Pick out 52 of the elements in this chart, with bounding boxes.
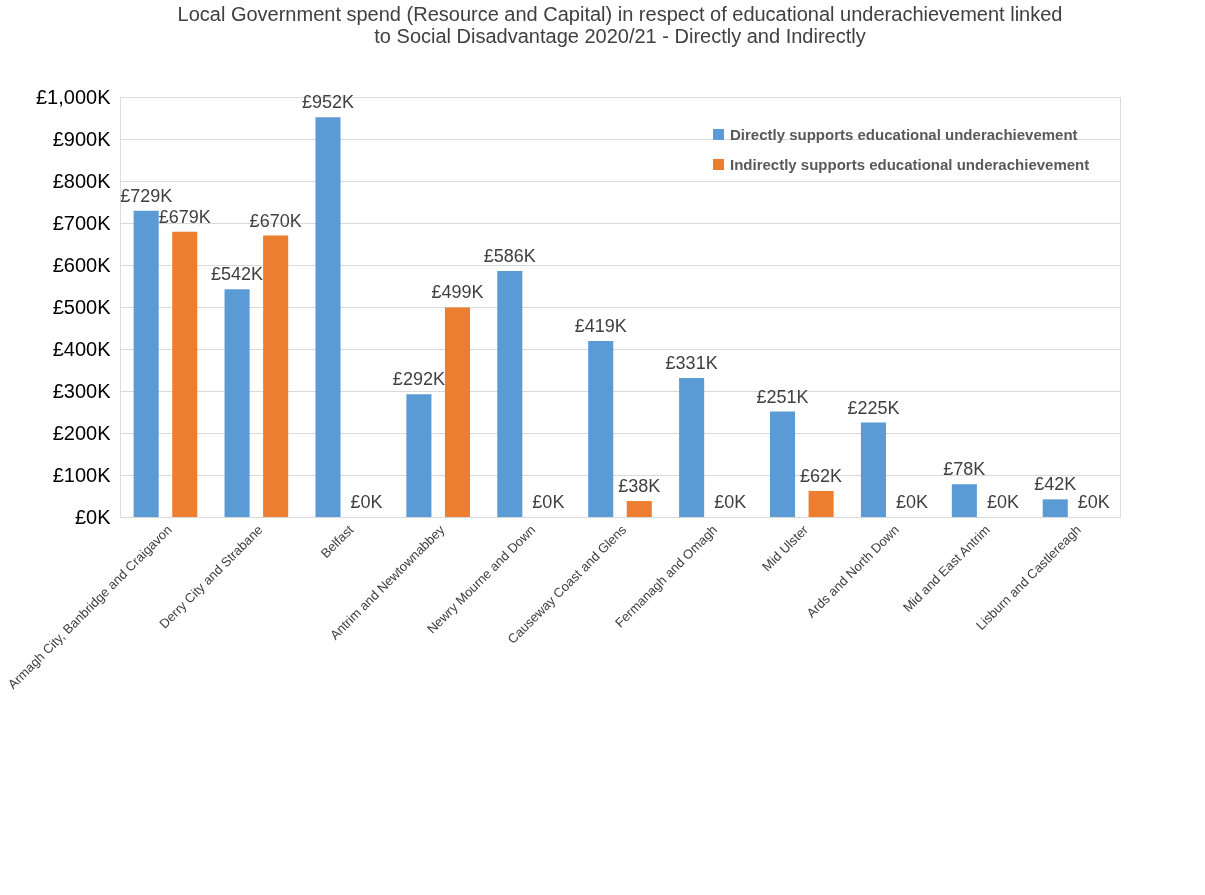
y-tick-label: £300K bbox=[52, 379, 112, 402]
bar bbox=[770, 411, 796, 517]
bar bbox=[133, 210, 159, 517]
data-label: £499K bbox=[431, 282, 484, 303]
bar bbox=[406, 394, 432, 517]
y-tick-label: £1,000K bbox=[35, 85, 112, 108]
data-label: £542K bbox=[211, 264, 264, 285]
legend-label: Indirectly supports educational underachievement bbox=[730, 155, 1090, 173]
y-tick-label: £400K bbox=[52, 337, 112, 360]
data-label: £78K bbox=[943, 459, 986, 480]
y-tick-label: £900K bbox=[52, 127, 112, 150]
bar bbox=[1042, 499, 1068, 517]
data-label: £679K bbox=[158, 206, 211, 227]
bar bbox=[808, 490, 834, 517]
data-label: £0K bbox=[350, 492, 383, 512]
bar bbox=[951, 484, 977, 517]
data-label: £251K bbox=[756, 386, 809, 407]
y-tick-label: £500K bbox=[52, 295, 112, 318]
data-label: £729K bbox=[120, 185, 173, 206]
bar bbox=[588, 341, 614, 517]
data-label: £952K bbox=[301, 92, 355, 113]
data-label: £0K bbox=[714, 492, 747, 512]
data-label: £0K bbox=[532, 492, 565, 512]
data-label: £0K bbox=[896, 492, 929, 512]
y-tick-label: £800K bbox=[52, 169, 112, 192]
data-label: £0K bbox=[1077, 492, 1110, 512]
data-label: £586K bbox=[483, 245, 536, 266]
data-label: £62K bbox=[800, 465, 843, 486]
y-tick-label: £600K bbox=[52, 253, 112, 276]
bar bbox=[860, 422, 886, 517]
data-label: £38K bbox=[618, 476, 661, 497]
bar bbox=[263, 235, 289, 517]
y-tick-label: £100K bbox=[52, 463, 112, 486]
bar bbox=[444, 307, 470, 517]
bar bbox=[224, 289, 250, 517]
data-label: £331K bbox=[665, 352, 718, 373]
data-label: £670K bbox=[249, 210, 302, 231]
bar bbox=[172, 231, 198, 517]
data-label: £419K bbox=[574, 316, 627, 337]
data-label: £42K bbox=[1034, 474, 1077, 495]
bar bbox=[315, 117, 341, 517]
data-label: £225K bbox=[847, 397, 900, 418]
y-tick-label: £200K bbox=[52, 421, 112, 444]
bar bbox=[626, 501, 652, 517]
chart-title: Local Government spend (Resource and Capital) in respect of educational underachievement linked to Social Disadvantage 2020/21 - Directly and Indirectly bbox=[177, 3, 1063, 47]
legend-label: Directly supports educational underachievement bbox=[730, 125, 1078, 143]
bar bbox=[679, 377, 705, 517]
data-label: £292K bbox=[392, 369, 445, 390]
data-label: £0K bbox=[986, 492, 1019, 512]
y-tick-label: £700K bbox=[52, 211, 112, 234]
y-tick-label: £0K bbox=[74, 505, 112, 528]
bar bbox=[497, 270, 523, 517]
